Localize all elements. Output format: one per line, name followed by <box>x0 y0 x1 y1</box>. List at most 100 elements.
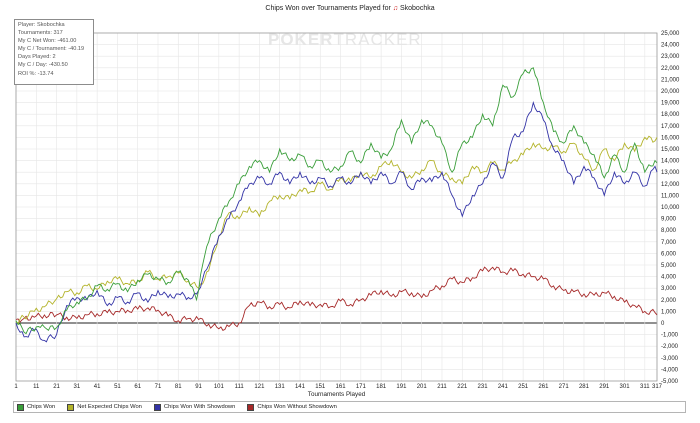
x-tick-label: 271 <box>559 384 570 390</box>
y-tick-label: 0 <box>661 321 665 327</box>
chart-title: Chips Won over Tournaments Played for ♫ … <box>0 5 700 12</box>
legend-item-without-showdown[interactable]: Chips Won Without Showdown <box>247 403 337 411</box>
y-tick-label: 19,000 <box>661 101 680 107</box>
x-tick-label: 1 <box>14 384 18 390</box>
x-tick-label: 291 <box>599 384 610 390</box>
y-tick-label: 9,000 <box>661 217 677 223</box>
x-tick-label: 131 <box>275 384 286 390</box>
x-tick-label: 111 <box>235 384 245 390</box>
x-axis-label: Tournaments Played <box>308 391 366 398</box>
y-tick-label: 12,000 <box>661 182 680 188</box>
x-tick-label: 11 <box>33 384 40 390</box>
x-tick-label: 317 <box>652 384 663 390</box>
y-tick-label: 4,000 <box>661 275 677 281</box>
x-tick-label: 231 <box>478 384 489 390</box>
chart-grid <box>15 32 658 382</box>
y-tick-label: 17,000 <box>661 124 680 130</box>
x-tick-label: 101 <box>214 384 225 390</box>
y-tick-label: 23,000 <box>661 54 680 60</box>
x-tick-label: 141 <box>295 384 306 390</box>
y-tick-labels: -5,000 -4,000 -3,000 -2,000 -1,000 0 1,000 2,00… <box>661 31 680 385</box>
plot-frame <box>15 32 658 382</box>
stat-player: Player: Skobochka <box>18 22 65 28</box>
legend-label: Net Expected Chips Won <box>77 404 142 410</box>
poker-tracker-watermark: POKERTRACKER <box>268 30 422 50</box>
y-tick-label: 15,000 <box>661 147 680 153</box>
watermark-bold: POKER <box>268 30 334 49</box>
x-tick-label: 31 <box>74 384 81 390</box>
x-tick-label: 121 <box>254 384 265 390</box>
x-tick-label: 91 <box>195 384 202 390</box>
y-tick-label: 13,000 <box>661 170 680 176</box>
y-tick-label: -5,000 <box>661 379 679 385</box>
y-tick-label: 14,000 <box>661 159 680 165</box>
x-tick-label: 161 <box>336 384 347 390</box>
chart-series-group <box>15 67 658 343</box>
x-tick-label: 51 <box>114 384 121 390</box>
stat-net-won: My C Net Won: -461.00 <box>18 38 77 45</box>
x-tick-label: 191 <box>396 384 407 390</box>
x-tick-label: 251 <box>518 384 529 390</box>
y-tick-label: 6,000 <box>661 251 677 257</box>
stat-tournaments: Tournaments: 317 <box>18 30 63 37</box>
x-tick-label: 41 <box>94 384 101 390</box>
x-tick-label: 61 <box>134 384 141 390</box>
legend-swatch-net-expected <box>67 403 75 411</box>
y-tick-label: 2,000 <box>661 298 677 304</box>
legend-swatch-chips-won <box>17 403 24 411</box>
watermark-thin: TRACKER <box>333 30 422 49</box>
stats-box: Player: Skobochka Tournaments: 317 My C … <box>14 19 94 85</box>
x-tick-label: 261 <box>538 384 549 390</box>
legend-label: Chips Won <box>27 404 56 410</box>
x-tick-label: 241 <box>498 384 509 390</box>
stat-per-tournament: My C / Tournament: -40.19 <box>18 46 85 53</box>
series-with-showdown <box>15 100 658 343</box>
y-tick-label: 18,000 <box>661 112 680 118</box>
chart-title-text: Chips Won over Tournaments Played for <box>265 5 391 12</box>
y-tick-label: -2,000 <box>661 344 679 350</box>
y-tick-label: 8,000 <box>661 228 677 234</box>
y-tick-label: -3,000 <box>661 356 679 362</box>
x-tick-label: 171 <box>356 384 367 390</box>
y-tick-label: 25,000 <box>661 31 680 37</box>
y-tick-label: -1,000 <box>661 333 679 339</box>
y-tick-label: -4,000 <box>661 367 679 373</box>
y-tick-label: 5,000 <box>661 263 677 269</box>
x-tick-label: 221 <box>457 384 468 390</box>
x-tick-label: 311 <box>640 384 650 390</box>
y-tick-label: 3,000 <box>661 286 677 292</box>
chart-title-player: Skobochka <box>399 5 435 12</box>
y-tick-label: 16,000 <box>661 135 680 141</box>
chart-legend: Chips Won Net Expected Chips Won Chips W… <box>13 401 686 413</box>
y-tick-label: 11,000 <box>661 193 680 199</box>
x-tick-label: 211 <box>437 384 447 390</box>
legend-swatch-without-showdown <box>247 403 255 411</box>
legend-label: Chips Won Without Showdown <box>257 404 337 410</box>
y-tick-label: 24,000 <box>661 43 680 49</box>
player-icon: ♫ <box>392 5 399 12</box>
stat-roi: ROI %: -13.74 <box>18 70 54 77</box>
stat-days-played: Days Played: 2 <box>18 54 56 61</box>
y-tick-label: 22,000 <box>661 66 680 72</box>
series-without-showdown <box>15 266 658 331</box>
y-tick-label: 21,000 <box>661 77 680 83</box>
y-tick-label: 7,000 <box>661 240 677 246</box>
x-tick-label: 281 <box>579 384 590 390</box>
x-tick-label: 201 <box>417 384 428 390</box>
x-tick-label: 151 <box>315 384 326 390</box>
legend-item-chips-won[interactable]: Chips Won <box>17 403 56 411</box>
y-tick-label: 1,000 <box>661 309 677 315</box>
legend-label: Chips Won With Showdown <box>163 404 236 410</box>
x-tick-label: 81 <box>175 384 182 390</box>
x-tick-labels: 1 11 21 31 41 51 61 71 81 91 101 111 121 131 141 151 161… <box>14 384 662 390</box>
x-tick-label: 301 <box>620 384 631 390</box>
y-tick-label: 10,000 <box>661 205 680 211</box>
series-chips-won <box>15 67 658 335</box>
x-tick-label: 181 <box>376 384 387 390</box>
x-tick-label: 71 <box>155 384 162 390</box>
legend-item-net-expected[interactable]: Net Expected Chips Won <box>67 403 142 411</box>
legend-swatch-with-showdown <box>153 403 161 411</box>
legend-item-with-showdown[interactable]: Chips Won With Showdown <box>153 403 236 411</box>
y-tick-label: 20,000 <box>661 89 680 95</box>
